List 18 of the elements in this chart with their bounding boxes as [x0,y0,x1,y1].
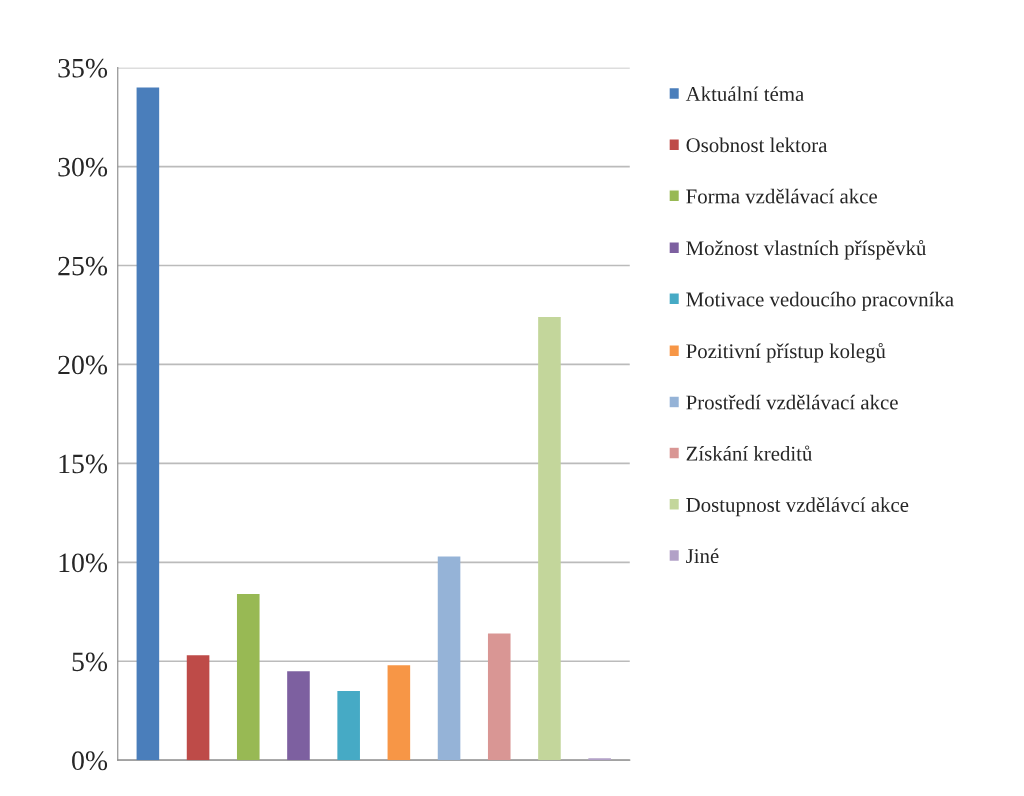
legend-label: Možnost vlastních příspěvků [686,239,927,260]
y-tick-label: 0% [72,751,108,771]
legend-label: Aktuální téma [685,86,804,102]
legend-label: Pozitivní přístup kolegů [686,342,886,363]
y-tick-label: 5% [72,652,108,672]
legend-label: Prostředí vzdělávací akce [686,394,898,410]
legend-label: Forma vzdělávací akce [686,188,877,204]
y-tick-label: 30% [58,157,108,177]
legend-label: Dostupnost vzdělávcí akce [686,497,909,517]
y-tick-label: 20% [58,355,108,375]
y-tick-label: 15% [59,454,108,474]
y-tick-label: 10% [59,553,108,573]
legend-label: Získání kreditů [686,445,813,461]
y-tick-label: 25% [58,256,108,276]
legend-label: Osobnost lektora [686,137,828,153]
y-tick-label: 35% [58,58,108,78]
legend-label: Jiné [686,548,719,564]
legend-label: Motivace vedoucího pracovníka [686,291,954,311]
